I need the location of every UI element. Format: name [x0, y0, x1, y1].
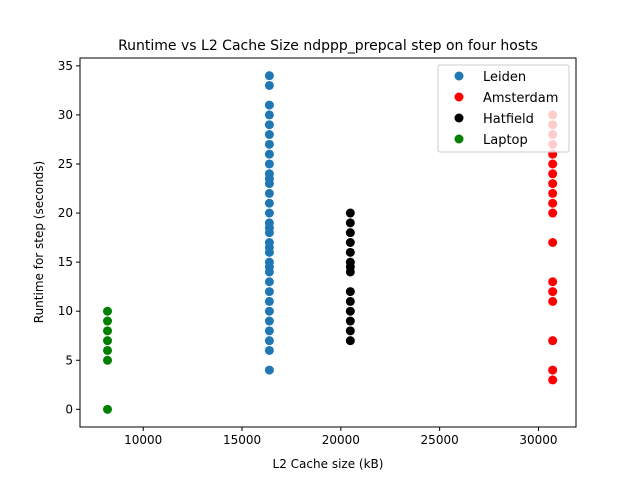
legend-label: Amsterdam [483, 91, 558, 106]
data-point [264, 277, 274, 287]
data-point [264, 169, 274, 179]
data-point [103, 404, 113, 414]
data-point [264, 336, 274, 346]
y-tick-label: 35 [58, 59, 73, 73]
y-tick-label: 5 [65, 353, 73, 367]
data-point [548, 169, 558, 179]
data-point [264, 287, 274, 297]
data-point [345, 296, 355, 306]
data-point [264, 218, 274, 228]
data-point [345, 316, 355, 326]
data-point [264, 100, 274, 110]
data-point [264, 296, 274, 306]
x-tick-label: 25000 [421, 433, 459, 447]
data-point [264, 149, 274, 159]
data-point [264, 188, 274, 198]
legend-marker [454, 71, 464, 81]
data-point [548, 238, 558, 247]
series-leiden [264, 71, 274, 375]
data-point [548, 159, 558, 169]
x-tick-label: 15000 [223, 433, 261, 447]
legend-marker [454, 92, 464, 102]
data-point [264, 139, 274, 149]
data-point [345, 287, 355, 297]
data-point [548, 296, 558, 306]
legend-marker [454, 113, 464, 123]
legend-label: Leiden [483, 70, 526, 85]
data-point [103, 316, 113, 326]
legend: Leiden Amsterdam Hatfield Laptop [437, 64, 570, 153]
data-point [345, 208, 355, 218]
y-axis: 0 5 10 15 20 25 30 35 [58, 59, 80, 416]
data-point [345, 336, 355, 346]
data-point [264, 71, 274, 81]
legend-box [437, 64, 570, 153]
legend-marker [454, 134, 464, 144]
x-axis: 10000 15000 20000 25000 30000 [124, 427, 558, 447]
data-point [548, 179, 558, 189]
data-point [264, 365, 274, 375]
data-point [345, 218, 355, 228]
x-axis-label: L2 Cache size (kB) [273, 457, 384, 471]
series-laptop [103, 306, 113, 414]
data-point [264, 159, 274, 169]
data-point [264, 120, 274, 130]
data-point [103, 336, 113, 346]
chart-title: Runtime vs L2 Cache Size ndppp_prepcal s… [118, 38, 538, 54]
data-point [548, 198, 558, 208]
y-tick-label: 0 [65, 402, 73, 416]
y-tick-label: 25 [58, 157, 73, 171]
data-point [548, 188, 558, 198]
legend-label: Laptop [483, 133, 528, 148]
data-point [264, 306, 274, 316]
data-point [345, 228, 355, 238]
data-point [264, 238, 274, 247]
data-point [264, 257, 274, 267]
data-point [548, 277, 558, 287]
plot-frame [79, 57, 577, 428]
series-hatfield [345, 208, 355, 346]
data-point [345, 238, 355, 247]
data-point [264, 198, 274, 208]
y-tick-label: 20 [58, 206, 73, 220]
data-point [548, 365, 558, 375]
legend-label: Hatfield [483, 112, 534, 127]
data-point [345, 306, 355, 316]
y-tick-label: 30 [58, 108, 73, 122]
data-point [548, 208, 558, 218]
data-point [548, 287, 558, 297]
data-point [103, 326, 113, 336]
data-point [345, 326, 355, 336]
x-tick-label: 10000 [124, 433, 162, 447]
data-point [264, 208, 274, 218]
data-point [103, 306, 113, 316]
data-point [548, 336, 558, 346]
data-point [264, 326, 274, 336]
data-point [103, 345, 113, 355]
data-point [264, 80, 274, 90]
x-tick-label: 30000 [519, 433, 557, 447]
data-point [103, 355, 113, 365]
x-tick-label: 20000 [322, 433, 360, 447]
data-point [345, 257, 355, 267]
data-point [264, 110, 274, 120]
data-point [548, 375, 558, 385]
data-point [264, 130, 274, 140]
data-point [264, 345, 274, 355]
y-axis-label: Runtime for step (seconds) [32, 161, 46, 323]
y-tick-label: 10 [58, 304, 73, 318]
y-tick-label: 15 [58, 255, 73, 269]
data-point [345, 247, 355, 257]
data-point [264, 316, 274, 326]
